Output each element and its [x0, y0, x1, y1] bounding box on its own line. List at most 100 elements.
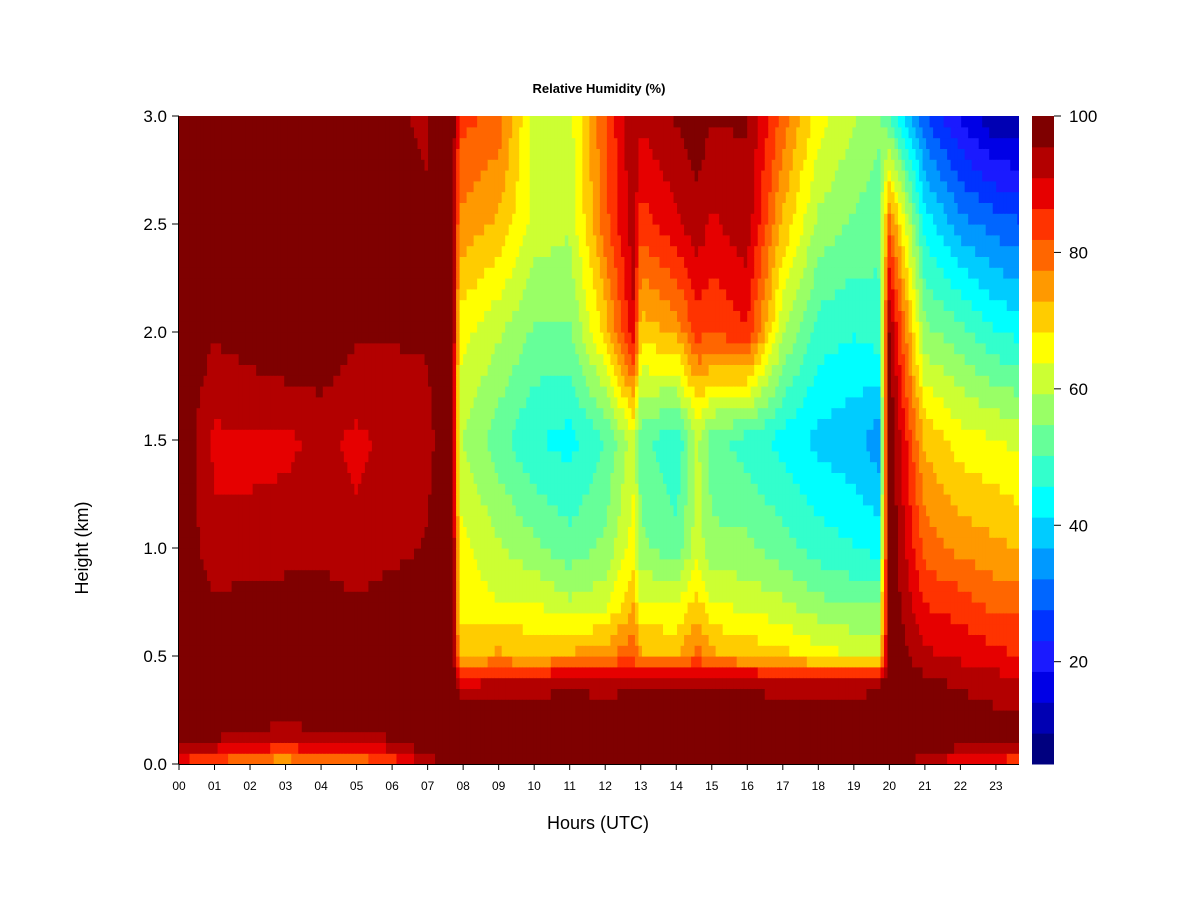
heatmap-cell [435, 645, 440, 657]
heatmap-cell [326, 558, 331, 571]
heatmap-cell [456, 159, 461, 171]
heatmap-cell [273, 623, 278, 635]
heatmap-cell [301, 256, 306, 268]
heatmap-cell [424, 688, 429, 700]
heatmap-cell [357, 396, 362, 409]
heatmap-cell [389, 656, 394, 668]
heatmap-cell [333, 720, 338, 733]
heatmap-cell [375, 731, 380, 743]
heatmap-cell [392, 407, 398, 419]
heatmap-cell [280, 342, 285, 355]
heatmap-cell [259, 677, 264, 689]
heatmap-cell [186, 731, 191, 743]
heatmap-cell [231, 677, 236, 689]
heatmap-cell [350, 191, 355, 203]
heatmap-cell [421, 137, 426, 149]
heatmap-cell [385, 180, 391, 193]
heatmap-cell [280, 191, 285, 203]
heatmap-cell [361, 116, 366, 128]
heatmap-cell [273, 461, 278, 473]
heatmap-cell [449, 364, 454, 376]
heatmap-cell [371, 170, 377, 182]
heatmap-cell [417, 548, 422, 560]
heatmap-cell [319, 245, 324, 257]
heatmap-cell [414, 137, 419, 149]
heatmap-cell [210, 645, 215, 657]
heatmap-cell [340, 688, 345, 700]
heatmap-cell [224, 612, 229, 625]
heatmap-cell [357, 591, 362, 603]
heatmap-cell [354, 688, 359, 700]
heatmap-cell [200, 116, 205, 128]
heatmap-cell [214, 116, 219, 128]
heatmap-cell [252, 202, 257, 214]
heatmap-cell [389, 256, 394, 268]
heatmap-cell [466, 548, 471, 560]
heatmap-cell [287, 710, 292, 722]
heatmap-cell [364, 656, 369, 668]
heatmap-cell [242, 407, 247, 419]
heatmap-cell [442, 569, 447, 581]
heatmap-cell [435, 612, 440, 625]
heatmap-cell [284, 710, 289, 722]
heatmap-cell [442, 375, 447, 387]
heatmap-cell [319, 137, 324, 149]
heatmap-cell [217, 731, 222, 743]
heatmap-cell [301, 742, 306, 754]
heatmap-cell [217, 483, 222, 495]
heatmap-cell [294, 256, 299, 268]
heatmap-cell [252, 591, 257, 603]
heatmap-cell [403, 418, 408, 430]
heatmap-cell [449, 602, 454, 614]
heatmap-cell [361, 720, 366, 733]
heatmap-cell [228, 191, 233, 203]
heatmap-cell [186, 753, 191, 764]
heatmap-cell [263, 148, 268, 160]
heatmap-cell [214, 278, 219, 290]
heatmap-cell [242, 580, 247, 592]
heatmap-cell [378, 364, 384, 376]
heatmap-cell [319, 742, 324, 754]
heatmap-cell [277, 213, 282, 225]
heatmap-cell [242, 234, 247, 247]
heatmap-cell [214, 234, 219, 247]
heatmap-cell [280, 656, 285, 668]
heatmap-cell [445, 720, 450, 733]
heatmap-cell [322, 137, 327, 149]
heatmap-cell [280, 245, 285, 257]
heatmap-cell [301, 731, 306, 743]
heatmap-cell [392, 710, 398, 722]
heatmap-cell [375, 137, 380, 149]
heatmap-cell [417, 267, 422, 279]
heatmap-cell [291, 580, 296, 592]
heatmap-cell [287, 407, 292, 419]
heatmap-cell [424, 256, 429, 268]
heatmap-cell [245, 548, 250, 560]
heatmap-cell [364, 213, 369, 225]
heatmap-cell [424, 116, 429, 128]
heatmap-cell [326, 191, 331, 203]
heatmap-cell [438, 180, 443, 193]
heatmap-cell [399, 202, 405, 214]
heatmap-cell [270, 342, 275, 355]
heatmap-cell [259, 429, 264, 441]
heatmap-cell [414, 170, 419, 182]
heatmap-cell [438, 612, 443, 625]
heatmap-cell [294, 731, 299, 743]
heatmap-cell [470, 677, 475, 689]
heatmap-cell [182, 742, 187, 754]
heatmap-cell [291, 602, 296, 614]
heatmap-cell [186, 224, 191, 236]
heatmap-cell [315, 429, 320, 441]
heatmap-cell [312, 472, 317, 484]
heatmap-cell [410, 710, 415, 722]
heatmap-cell [210, 137, 215, 149]
heatmap-cell [375, 645, 380, 657]
heatmap-cell [179, 483, 184, 495]
heatmap-cell [224, 483, 229, 495]
heatmap-cell [371, 537, 377, 549]
heatmap-cell [421, 278, 426, 290]
heatmap-cell [266, 224, 271, 236]
heatmap-cell [179, 699, 184, 711]
heatmap-cell [343, 170, 348, 182]
